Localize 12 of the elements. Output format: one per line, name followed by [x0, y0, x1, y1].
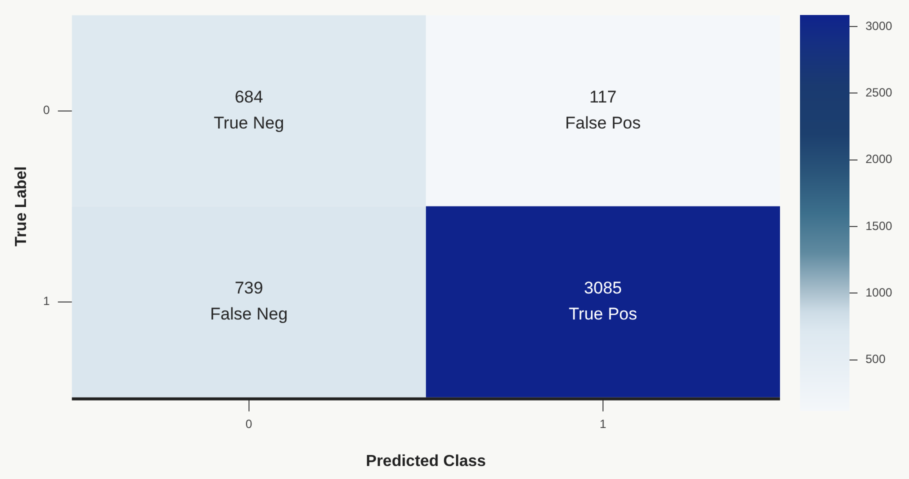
color-bar-label: 3000: [866, 18, 893, 33]
x-axis-title: Predicted Class: [366, 452, 486, 470]
color-bar-label: 500: [866, 352, 886, 366]
color-bar-label: 2500: [866, 86, 893, 100]
data-label: 3085 True Pos: [568, 278, 638, 324]
data-label: 684 True Neg: [214, 87, 284, 132]
color-bar-label: 1000: [866, 286, 893, 300]
data-label: 739 False Neg: [210, 278, 288, 324]
color-bar-label: 1500: [866, 218, 893, 233]
data-label: 117 False Pos: [565, 87, 641, 132]
color-bar-label: 2000: [866, 152, 893, 166]
y-axis-title: True Label: [13, 166, 30, 246]
